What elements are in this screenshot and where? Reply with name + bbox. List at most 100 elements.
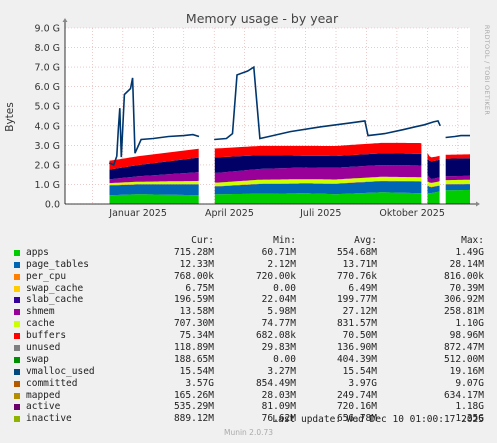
stacked-areas: [109, 142, 470, 204]
legend-cur: 12.33M: [179, 258, 214, 270]
legend-min: 3.27M: [267, 365, 296, 377]
area-page_tables: [427, 185, 440, 188]
committed-line: [108, 65, 470, 166]
legend-row-apps: apps 715.28M 60.71M 554.68M 1.49G: [14, 247, 484, 259]
legend-label: shmem: [26, 306, 55, 318]
legend-max: 634.17M: [443, 389, 484, 401]
x-tick-label: April 2025: [205, 208, 254, 219]
legend-max: 816.00k: [443, 270, 484, 282]
x-tick-label: Oktober 2025: [379, 208, 445, 219]
area-buffers: [427, 174, 440, 183]
y-axis-label: Bytes: [4, 102, 16, 131]
legend-avg: 831.57M: [336, 318, 377, 330]
legend-swatch: [14, 285, 20, 292]
legend-max: 1.18G: [455, 401, 484, 413]
legend-swatch: [14, 261, 20, 268]
legend-cur: 715.28M: [173, 246, 214, 258]
legend-min: 60.71M: [261, 246, 296, 258]
legend-max: 70.39M: [449, 282, 484, 294]
legend-cur: 188.65M: [173, 353, 214, 365]
legend-max: 872.47M: [443, 342, 484, 354]
legend-cur: 768.00k: [173, 270, 214, 282]
legend-max: 1.35G: [455, 413, 484, 425]
legend-label: committed: [26, 377, 78, 389]
legend-cur: 889.12M: [173, 413, 214, 425]
series-committed: [445, 134, 470, 139]
legend-cur: 196.59M: [173, 294, 214, 306]
legend-avg: 720.16M: [336, 401, 377, 413]
legend-min: 682.08k: [255, 330, 296, 342]
legend-avg: 27.12M: [342, 306, 377, 318]
area-buffers: [214, 165, 422, 183]
legend-cur: 535.29M: [173, 401, 214, 413]
area-buffers: [109, 172, 199, 184]
y-tick-label: 7.0 G: [35, 63, 61, 74]
area-swap: [445, 154, 470, 159]
legend-swatch: [14, 249, 20, 256]
legend-max: 98.96M: [449, 330, 484, 342]
legend-label: unused: [26, 342, 61, 354]
legend-label: mapped: [26, 389, 61, 401]
legend-cur: 6.75M: [185, 282, 214, 294]
legend-table: Cur: Min: Avg: Max: apps 715.28M 60.71M 554…: [14, 235, 484, 425]
y-tick-label: 5.0 G: [35, 102, 61, 113]
legend-avg: 770.76k: [336, 270, 377, 282]
legend-avg: 656.78M: [336, 413, 377, 425]
area-swap: [214, 142, 422, 158]
legend-label: active: [26, 401, 61, 413]
legend-avg: 3.97G: [348, 377, 377, 389]
legend-row-vmalloc_used: vmalloc_used 15.54M 3.27M 15.54M 19.16M: [14, 366, 484, 378]
legend-label: cache: [26, 318, 55, 330]
area-apps: [109, 194, 199, 204]
area-swap: [109, 148, 199, 170]
legend-avg: 136.90M: [336, 342, 377, 354]
legend-max: 9.07G: [455, 377, 484, 389]
legend-header: Cur: Min: Avg: Max:: [14, 235, 484, 247]
legend-row-slab_cache: slab_cache 196.59M 22.04M 199.77M 306.92M: [14, 294, 484, 306]
legend-cur: 75.34M: [179, 330, 214, 342]
legend-max: 28.14M: [449, 258, 484, 270]
legend-avg: 15.54M: [342, 365, 377, 377]
rrdtool-credit: RRDTOOL / TOBI OETIKER: [483, 25, 491, 115]
legend-row-swap: swap 188.65M 0.00 404.39M 512.00M: [14, 354, 484, 366]
legend-label: vmalloc_used: [26, 365, 95, 377]
area-slab_cache: [214, 176, 422, 186]
legend-row-mapped: mapped 165.26M 28.03M 249.74M 634.17M: [14, 390, 484, 402]
legend-header-cur: Cur:: [191, 235, 214, 246]
grid: [65, 27, 470, 205]
x-tick-label: Juli 2025: [299, 208, 341, 219]
legend-row-inactive: inactive 889.12M 76.62M 656.78M 1.35G: [14, 413, 484, 425]
area-slab_cache: [445, 179, 470, 185]
legend-row-shmem: shmem 13.58M 5.98M 27.12M 258.81M: [14, 306, 484, 318]
legend-min: 2.12M: [267, 258, 296, 270]
legend-label: swap: [26, 353, 49, 365]
legend-label: buffers: [26, 330, 67, 342]
legend-swatch: [14, 404, 20, 411]
x-tick-labels: Januar 2025 April 2025 Juli 2025 Oktober 20…: [108, 208, 445, 219]
legend-rows: apps 715.28M 60.71M 554.68M 1.49G page_tables…: [14, 247, 484, 425]
legend-header-min: Min:: [273, 235, 296, 246]
y-tick-label: 1.0 G: [35, 180, 61, 191]
legend-row-unused: unused 118.89M 29.83M 136.90M 872.47M: [14, 342, 484, 354]
legend-cur: 15.54M: [179, 365, 214, 377]
y-axis-arrow: [62, 18, 68, 22]
area-inactive: [445, 158, 470, 177]
legend-swatch: [14, 368, 20, 375]
legend-header-max: Max:: [461, 235, 484, 246]
area-buffers: [445, 175, 470, 181]
area-slab_cache: [427, 181, 440, 187]
y-tick-label: 6.0 G: [35, 82, 61, 93]
legend-avg: 554.68M: [336, 246, 377, 258]
legend-row-buffers: buffers 75.34M 682.08k 70.50M 98.96M: [14, 330, 484, 342]
y-tick-label: 4.0 G: [35, 121, 61, 132]
legend-avg: 6.49M: [348, 282, 377, 294]
y-tick-label: 2.0 G: [35, 160, 61, 171]
area-inactive: [214, 153, 422, 173]
last-update: Last update: Wed Dec 10 01:00:17 2025: [272, 414, 484, 425]
legend-min: 5.98M: [267, 306, 296, 318]
legend-min: 720.00k: [255, 270, 296, 282]
legend-label: apps: [26, 246, 49, 258]
area-cache: [214, 181, 422, 195]
legend-min: 854.49M: [255, 377, 296, 389]
legend-swatch: [14, 273, 20, 280]
